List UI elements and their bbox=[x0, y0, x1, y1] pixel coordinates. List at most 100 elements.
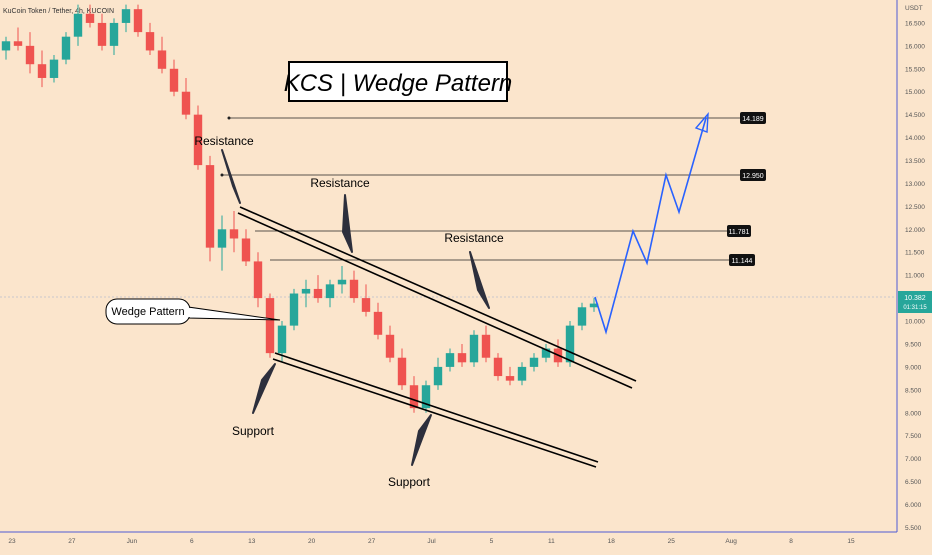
candle-body bbox=[37, 64, 47, 78]
level-anchor-14189 bbox=[227, 116, 231, 120]
level-label-box-12950 bbox=[740, 169, 766, 181]
candle bbox=[577, 302, 587, 331]
price-tick-label: 10.000 bbox=[905, 319, 925, 326]
candle bbox=[457, 343, 467, 367]
price-tick-label: 13.500 bbox=[905, 158, 925, 165]
candle bbox=[1, 36, 11, 60]
candle-body bbox=[337, 279, 347, 285]
level-label-11144: 11.144 bbox=[732, 258, 753, 265]
time-tick-label: 27 bbox=[68, 538, 76, 545]
candle bbox=[73, 4, 83, 46]
price-tick-label: 7.000 bbox=[905, 456, 922, 463]
time-tick-label: 15 bbox=[847, 538, 855, 545]
candle-body bbox=[409, 385, 419, 409]
candle bbox=[121, 4, 131, 33]
price-tick-label: 7.500 bbox=[905, 433, 922, 440]
candle-body bbox=[85, 13, 95, 23]
candle-body bbox=[493, 357, 503, 377]
candle bbox=[49, 55, 59, 83]
candle bbox=[241, 229, 251, 266]
time-tick-label: 18 bbox=[608, 538, 616, 545]
candle-body bbox=[565, 325, 575, 363]
candle bbox=[565, 321, 575, 367]
candle-body bbox=[193, 114, 203, 166]
candle-body bbox=[325, 284, 335, 299]
candle-body bbox=[433, 366, 443, 386]
candle bbox=[61, 32, 71, 65]
time-tick-label: Aug bbox=[725, 538, 737, 545]
price-tag-countdown: 01:31:15 bbox=[903, 305, 927, 311]
candle-body bbox=[505, 376, 515, 381]
time-tick-label: 23 bbox=[8, 538, 16, 545]
price-tick-label: 15.500 bbox=[905, 66, 925, 73]
level-labels: 14.189 12.950 11.781 11.144 bbox=[727, 112, 766, 266]
candle-body bbox=[361, 298, 371, 312]
candle-body bbox=[397, 357, 407, 386]
chart-title: KCS | Wedge Pattern bbox=[284, 70, 513, 97]
currency-label: USDT bbox=[905, 5, 923, 12]
horizontal-levels bbox=[220, 116, 740, 261]
candle-body bbox=[445, 353, 455, 367]
candle bbox=[517, 362, 527, 386]
candle-body bbox=[349, 279, 359, 299]
arrow-resistance-3 bbox=[469, 251, 490, 309]
time-tick-label: 5 bbox=[490, 538, 494, 545]
price-tick-label: 14.500 bbox=[905, 112, 925, 119]
annotation-arrows bbox=[221, 149, 490, 466]
candle bbox=[13, 27, 23, 51]
candle-body bbox=[277, 325, 287, 354]
label-support-1: Support bbox=[232, 424, 275, 438]
wedge-pattern-callout: Wedge Pattern bbox=[105, 298, 281, 325]
price-tick-label: 14.000 bbox=[905, 135, 925, 142]
price-tick-label: 8.000 bbox=[905, 410, 922, 417]
candle bbox=[205, 155, 215, 262]
candle bbox=[109, 18, 119, 56]
price-tick-label: 9.000 bbox=[905, 364, 922, 371]
candle bbox=[193, 105, 203, 170]
candle-body bbox=[373, 311, 383, 335]
candle bbox=[37, 50, 47, 88]
candle bbox=[361, 284, 371, 317]
candle-body bbox=[217, 229, 227, 248]
candle-body bbox=[169, 68, 179, 92]
candle-body bbox=[421, 385, 431, 409]
time-axis[interactable]: 23 27 Jun 6 13 20 27 Jul 5 11 18 25 Aug 8 15 bbox=[0, 531, 897, 545]
wedge-lines bbox=[237, 206, 637, 468]
candle-body bbox=[229, 229, 239, 239]
level-label-box-14189 bbox=[740, 112, 766, 124]
candle-body bbox=[301, 288, 311, 294]
callout-label: Wedge Pattern bbox=[111, 306, 184, 318]
candle-body bbox=[457, 353, 467, 363]
time-tick-label: 20 bbox=[308, 538, 316, 545]
candle-body bbox=[265, 298, 275, 354]
support-wedge-line-b bbox=[272, 358, 597, 468]
time-ticks: 23 27 Jun 6 13 20 27 Jul 5 11 18 25 Aug 8 15 bbox=[8, 538, 855, 545]
time-tick-label: Jun bbox=[127, 538, 138, 545]
price-tick-label: 12.500 bbox=[905, 204, 925, 211]
price-tag-box bbox=[898, 291, 932, 313]
price-tick-label: 6.000 bbox=[905, 502, 922, 509]
price-tick-label: 16.000 bbox=[905, 43, 925, 50]
annotation-labels: Resistance Resistance Resistance Support… bbox=[194, 134, 504, 489]
price-tick-label: 16.500 bbox=[905, 20, 925, 27]
candle bbox=[265, 293, 275, 358]
candle bbox=[229, 210, 239, 253]
candle-body bbox=[49, 59, 59, 78]
price-tick-label: 15.000 bbox=[905, 89, 925, 96]
label-resistance-2: Resistance bbox=[310, 176, 370, 190]
price-tick-label: 5.500 bbox=[905, 525, 922, 532]
level-label-box-11144 bbox=[729, 254, 755, 266]
candle-body bbox=[109, 22, 119, 46]
projection-path bbox=[594, 117, 707, 335]
candle-body bbox=[13, 41, 23, 46]
label-support-2: Support bbox=[388, 475, 431, 489]
price-tick-label: 13.000 bbox=[905, 181, 925, 188]
candle bbox=[313, 275, 323, 303]
time-tick-label: 8 bbox=[789, 538, 793, 545]
candle-body bbox=[133, 9, 143, 33]
candle bbox=[253, 252, 263, 308]
candle-body bbox=[1, 41, 11, 51]
time-tick-label: Jul bbox=[427, 538, 436, 545]
current-price-tag: 10.382 01:31:15 bbox=[898, 291, 932, 313]
